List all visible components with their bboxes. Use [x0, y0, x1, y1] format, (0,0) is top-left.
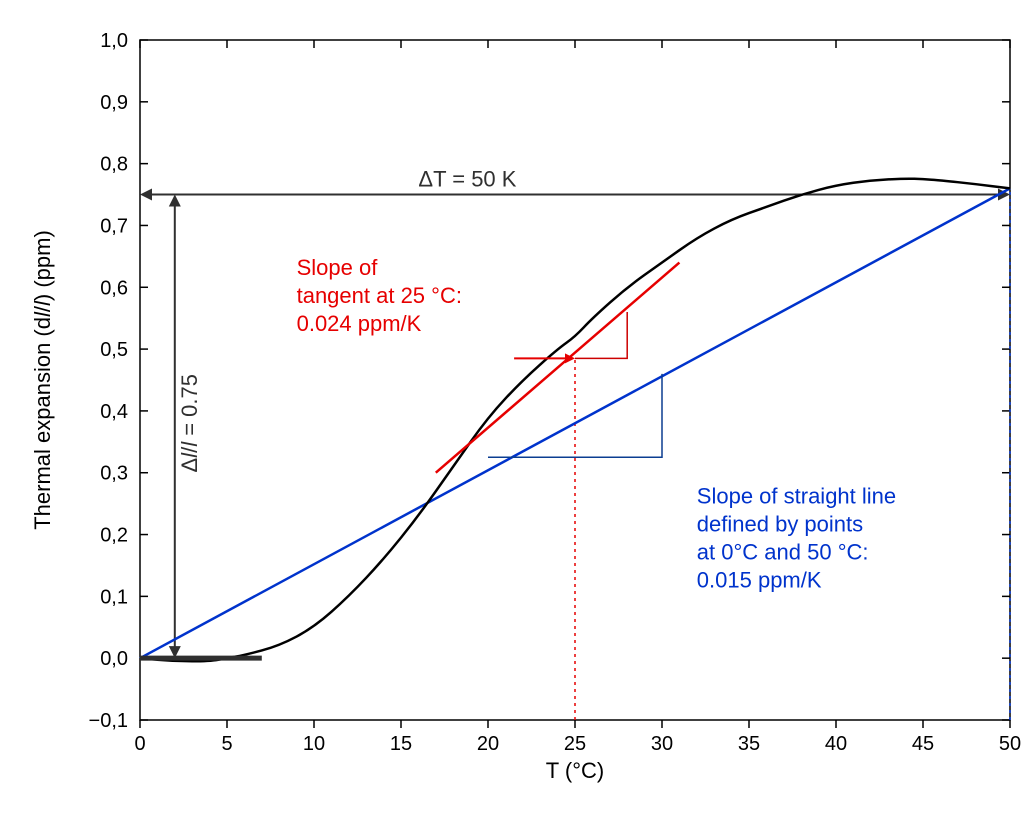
svg-text:0,8: 0,8	[100, 154, 128, 176]
secant-annotation-line3: at 0°C and 50 °C:	[697, 540, 869, 565]
secant-annotation-line2: defined by points	[697, 512, 863, 537]
tangent-annotation-line1: Slope of	[297, 255, 379, 280]
tangent-slope-marker	[575, 312, 627, 358]
svg-text:50: 50	[999, 733, 1021, 755]
y-axis-label: Thermal expansion (dl/l) (ppm)	[30, 230, 55, 530]
secant-annotation-line4: 0.015 ppm/K	[697, 568, 822, 593]
svg-text:30: 30	[651, 733, 673, 755]
x-axis-label: T (°C)	[546, 758, 605, 783]
svg-text:0,2: 0,2	[100, 525, 128, 547]
svg-text:0,4: 0,4	[100, 401, 128, 423]
tangent-annotation-line3: 0.024 ppm/K	[297, 311, 422, 336]
svg-text:5: 5	[221, 733, 232, 755]
svg-text:0,6: 0,6	[100, 277, 128, 299]
svg-text:0,0: 0,0	[100, 648, 128, 670]
svg-text:35: 35	[738, 733, 760, 755]
svg-text:0: 0	[134, 733, 145, 755]
tangent-line	[436, 263, 680, 473]
svg-text:1,0: 1,0	[100, 30, 128, 52]
secant-line	[140, 188, 1010, 658]
svg-text:20: 20	[477, 733, 499, 755]
secant-annotation-line1: Slope of straight line	[697, 484, 896, 509]
svg-text:0,7: 0,7	[100, 215, 128, 237]
svg-text:25: 25	[564, 733, 586, 755]
svg-text:10: 10	[303, 733, 325, 755]
thermal-expansion-chart: 0 5 10 15 20 25 30 35 40 45 50 −0,1 0,0 0,1 0,2 0,3 0,4…	[20, 20, 1029, 793]
svg-text:40: 40	[825, 733, 847, 755]
delta-t-label: ΔT = 50 K	[418, 167, 516, 192]
svg-text:45: 45	[912, 733, 934, 755]
chart-svg: 0 5 10 15 20 25 30 35 40 45 50 −0,1 0,0 0,1 0,2 0,3 0,4…	[20, 20, 1029, 793]
svg-text:−0,1: −0,1	[89, 710, 128, 732]
tangent-annotation-line2: tangent at 25 °C:	[297, 283, 462, 308]
svg-text:0,1: 0,1	[100, 586, 128, 608]
svg-text:0,3: 0,3	[100, 463, 128, 485]
plot-border	[140, 40, 1010, 720]
delta-t-arrow	[140, 189, 1010, 201]
svg-text:0,9: 0,9	[100, 92, 128, 114]
svg-text:15: 15	[390, 733, 412, 755]
y-ticks: −0,1 0,0 0,1 0,2 0,3 0,4 0,5 0,6 0,7 0,8 0,9 1,0	[89, 30, 1010, 732]
svg-text:0,5: 0,5	[100, 339, 128, 361]
delta-l-label: Δl/l = 0.75	[177, 374, 202, 473]
